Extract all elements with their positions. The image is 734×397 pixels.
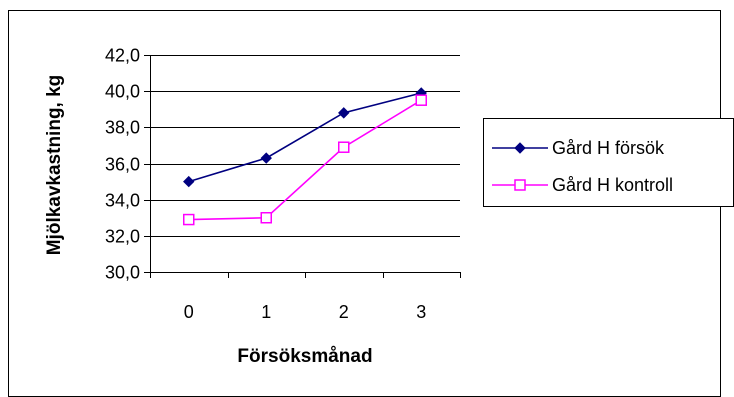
- y-tick-label: 30,0: [105, 263, 140, 283]
- legend-label: Gård H kontroll: [552, 175, 673, 195]
- y-tick-label: 38,0: [105, 118, 140, 138]
- series-line-2: [188, 99, 422, 221]
- axes: [144, 55, 461, 278]
- x-tick-label: 0: [184, 302, 194, 322]
- legend: Gård H försök Gård H kontroll: [483, 118, 734, 207]
- data-point: [338, 141, 350, 153]
- y-axis-title: Mjölkavkastning, kg: [44, 75, 65, 256]
- y-tick-label: 32,0: [105, 227, 140, 247]
- data-point: [183, 175, 195, 188]
- y-tick-label: 42,0: [105, 46, 140, 66]
- x-axis-title: Försöksmånad: [237, 346, 372, 367]
- y-tick-label: 36,0: [105, 155, 140, 175]
- gridlines: [150, 55, 460, 273]
- series-line-1: [188, 92, 422, 183]
- y-tick-label: 40,0: [105, 82, 140, 102]
- data-point: [338, 107, 350, 119]
- data-point: [183, 213, 195, 226]
- series: [183, 87, 427, 226]
- y-tick-labels: 30,0 32,0 34,0 36,0 38,0 40,0 42,0: [105, 46, 140, 283]
- x-tick-labels: 0 1 2 3: [184, 302, 427, 322]
- data-point: [415, 94, 427, 106]
- data-point: [260, 212, 272, 224]
- x-tick-label: 2: [339, 302, 349, 322]
- y-tick-label: 34,0: [105, 191, 140, 211]
- data-point: [260, 152, 272, 164]
- legend-marker: [514, 179, 526, 191]
- legend-marker: [514, 142, 526, 154]
- x-tick-label: 1: [261, 302, 271, 322]
- x-tick-label: 3: [416, 302, 426, 322]
- legend-label: Gård H försök: [552, 138, 665, 158]
